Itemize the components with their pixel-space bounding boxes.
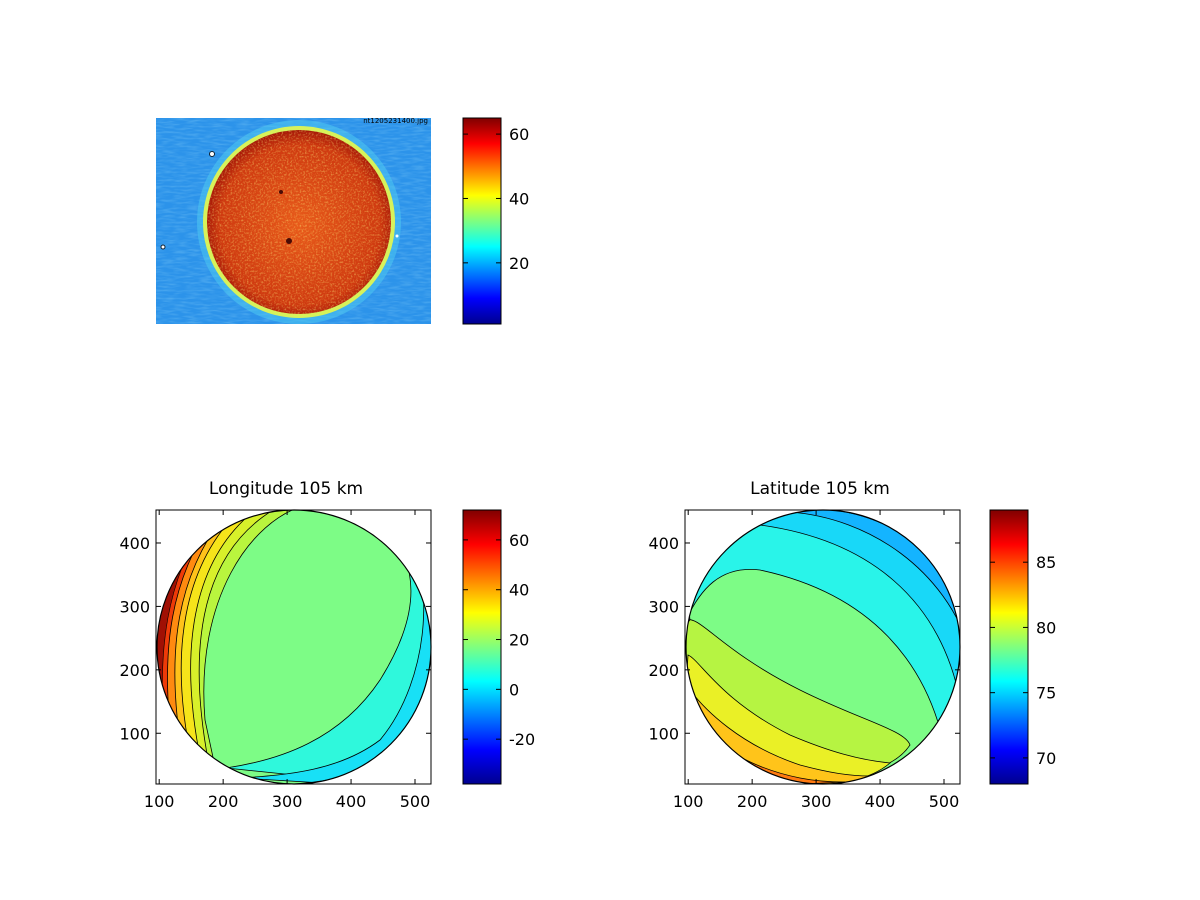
latitude-axes-box [684, 509, 961, 785]
latitude-colorbar: 70 75 80 85 [989, 509, 1056, 785]
axes-1-xtick-label: 200 [208, 792, 239, 811]
colorbar-2-tick-label: 80 [1036, 618, 1056, 637]
axes-2-ytick-label: 400 [648, 534, 679, 553]
colorbar-0-tick-label: 40 [509, 189, 529, 208]
colorbar-2-gradient [990, 510, 1028, 784]
axes-1-ytick-label: 300 [119, 597, 150, 616]
axes-2-xtick-label: 100 [673, 792, 704, 811]
photo-colorbar: 20 40 60 [462, 117, 529, 325]
colorbar-2-tick-label: 85 [1036, 553, 1056, 572]
axes-1-xtick-label: 100 [144, 792, 175, 811]
colorbar-2-tick-label: 75 [1036, 684, 1056, 703]
axes-2-xtick-label: 500 [929, 792, 960, 811]
colorbar-0-frame [462, 117, 502, 325]
longitude-panel: Longitude 105 km 100 200 300 400 50010020030… [119, 479, 535, 811]
colorbar-0-tick-label: 60 [509, 125, 529, 144]
longitude-title: Longitude 105 km [209, 479, 363, 499]
latitude-title: Latitude 105 km [750, 479, 890, 499]
longitude-colorbar: -20 0 20 40 60 [462, 509, 535, 785]
axes-1-xtick-label: 500 [400, 792, 431, 811]
axes-1-ytick-label: 100 [119, 724, 150, 743]
axes-1-xtick-label: 400 [336, 792, 367, 811]
axes-2-xtick-label: 400 [865, 792, 896, 811]
colorbar-0-gradient [463, 118, 501, 324]
colorbar-2-tick-label: 70 [1036, 749, 1056, 768]
photo-image: nt1205231400.jpg [156, 117, 431, 324]
axes-2-ytick-label: 200 [648, 661, 679, 680]
colorbar-1-tick-label: 0 [509, 680, 519, 699]
colorbar-0-tick-label: 20 [509, 254, 529, 273]
colorbar-1-tick-label: 60 [509, 531, 529, 550]
colorbar-1-frame [462, 509, 502, 785]
longitude-axes-box [155, 509, 432, 785]
colorbar-1-tick-label: 20 [509, 631, 529, 650]
longitude-axes: 100 200 300 400 500 100 200 300 400 [119, 510, 431, 811]
colorbar-1-tick-label: 40 [509, 581, 529, 600]
latitude-panel: Latitude 105 km 100 200 300 400 500 100 200 300… [648, 479, 1056, 811]
axes-1-ytick-label: 200 [119, 661, 150, 680]
latitude-axes: 100 200 300 400 500 100 200 300 400 [648, 510, 960, 811]
colorbar-1-tick-label: -20 [509, 730, 535, 749]
colorbar-1-gradient [463, 510, 501, 784]
photo-timestamp: nt1205231400.jpg [363, 117, 428, 125]
axes-2-ytick-label: 300 [648, 597, 679, 616]
photo-panel: nt1205231400.jpg 20 40 60 [156, 117, 529, 325]
axes-2-ytick-label: 100 [648, 724, 679, 743]
axes-2-xtick-label: 300 [801, 792, 832, 811]
colorbar-2-frame [989, 509, 1029, 785]
axes-1-ytick-label: 400 [119, 534, 150, 553]
axes-1-xtick-label: 300 [272, 792, 303, 811]
axes-2-xtick-label: 200 [737, 792, 768, 811]
